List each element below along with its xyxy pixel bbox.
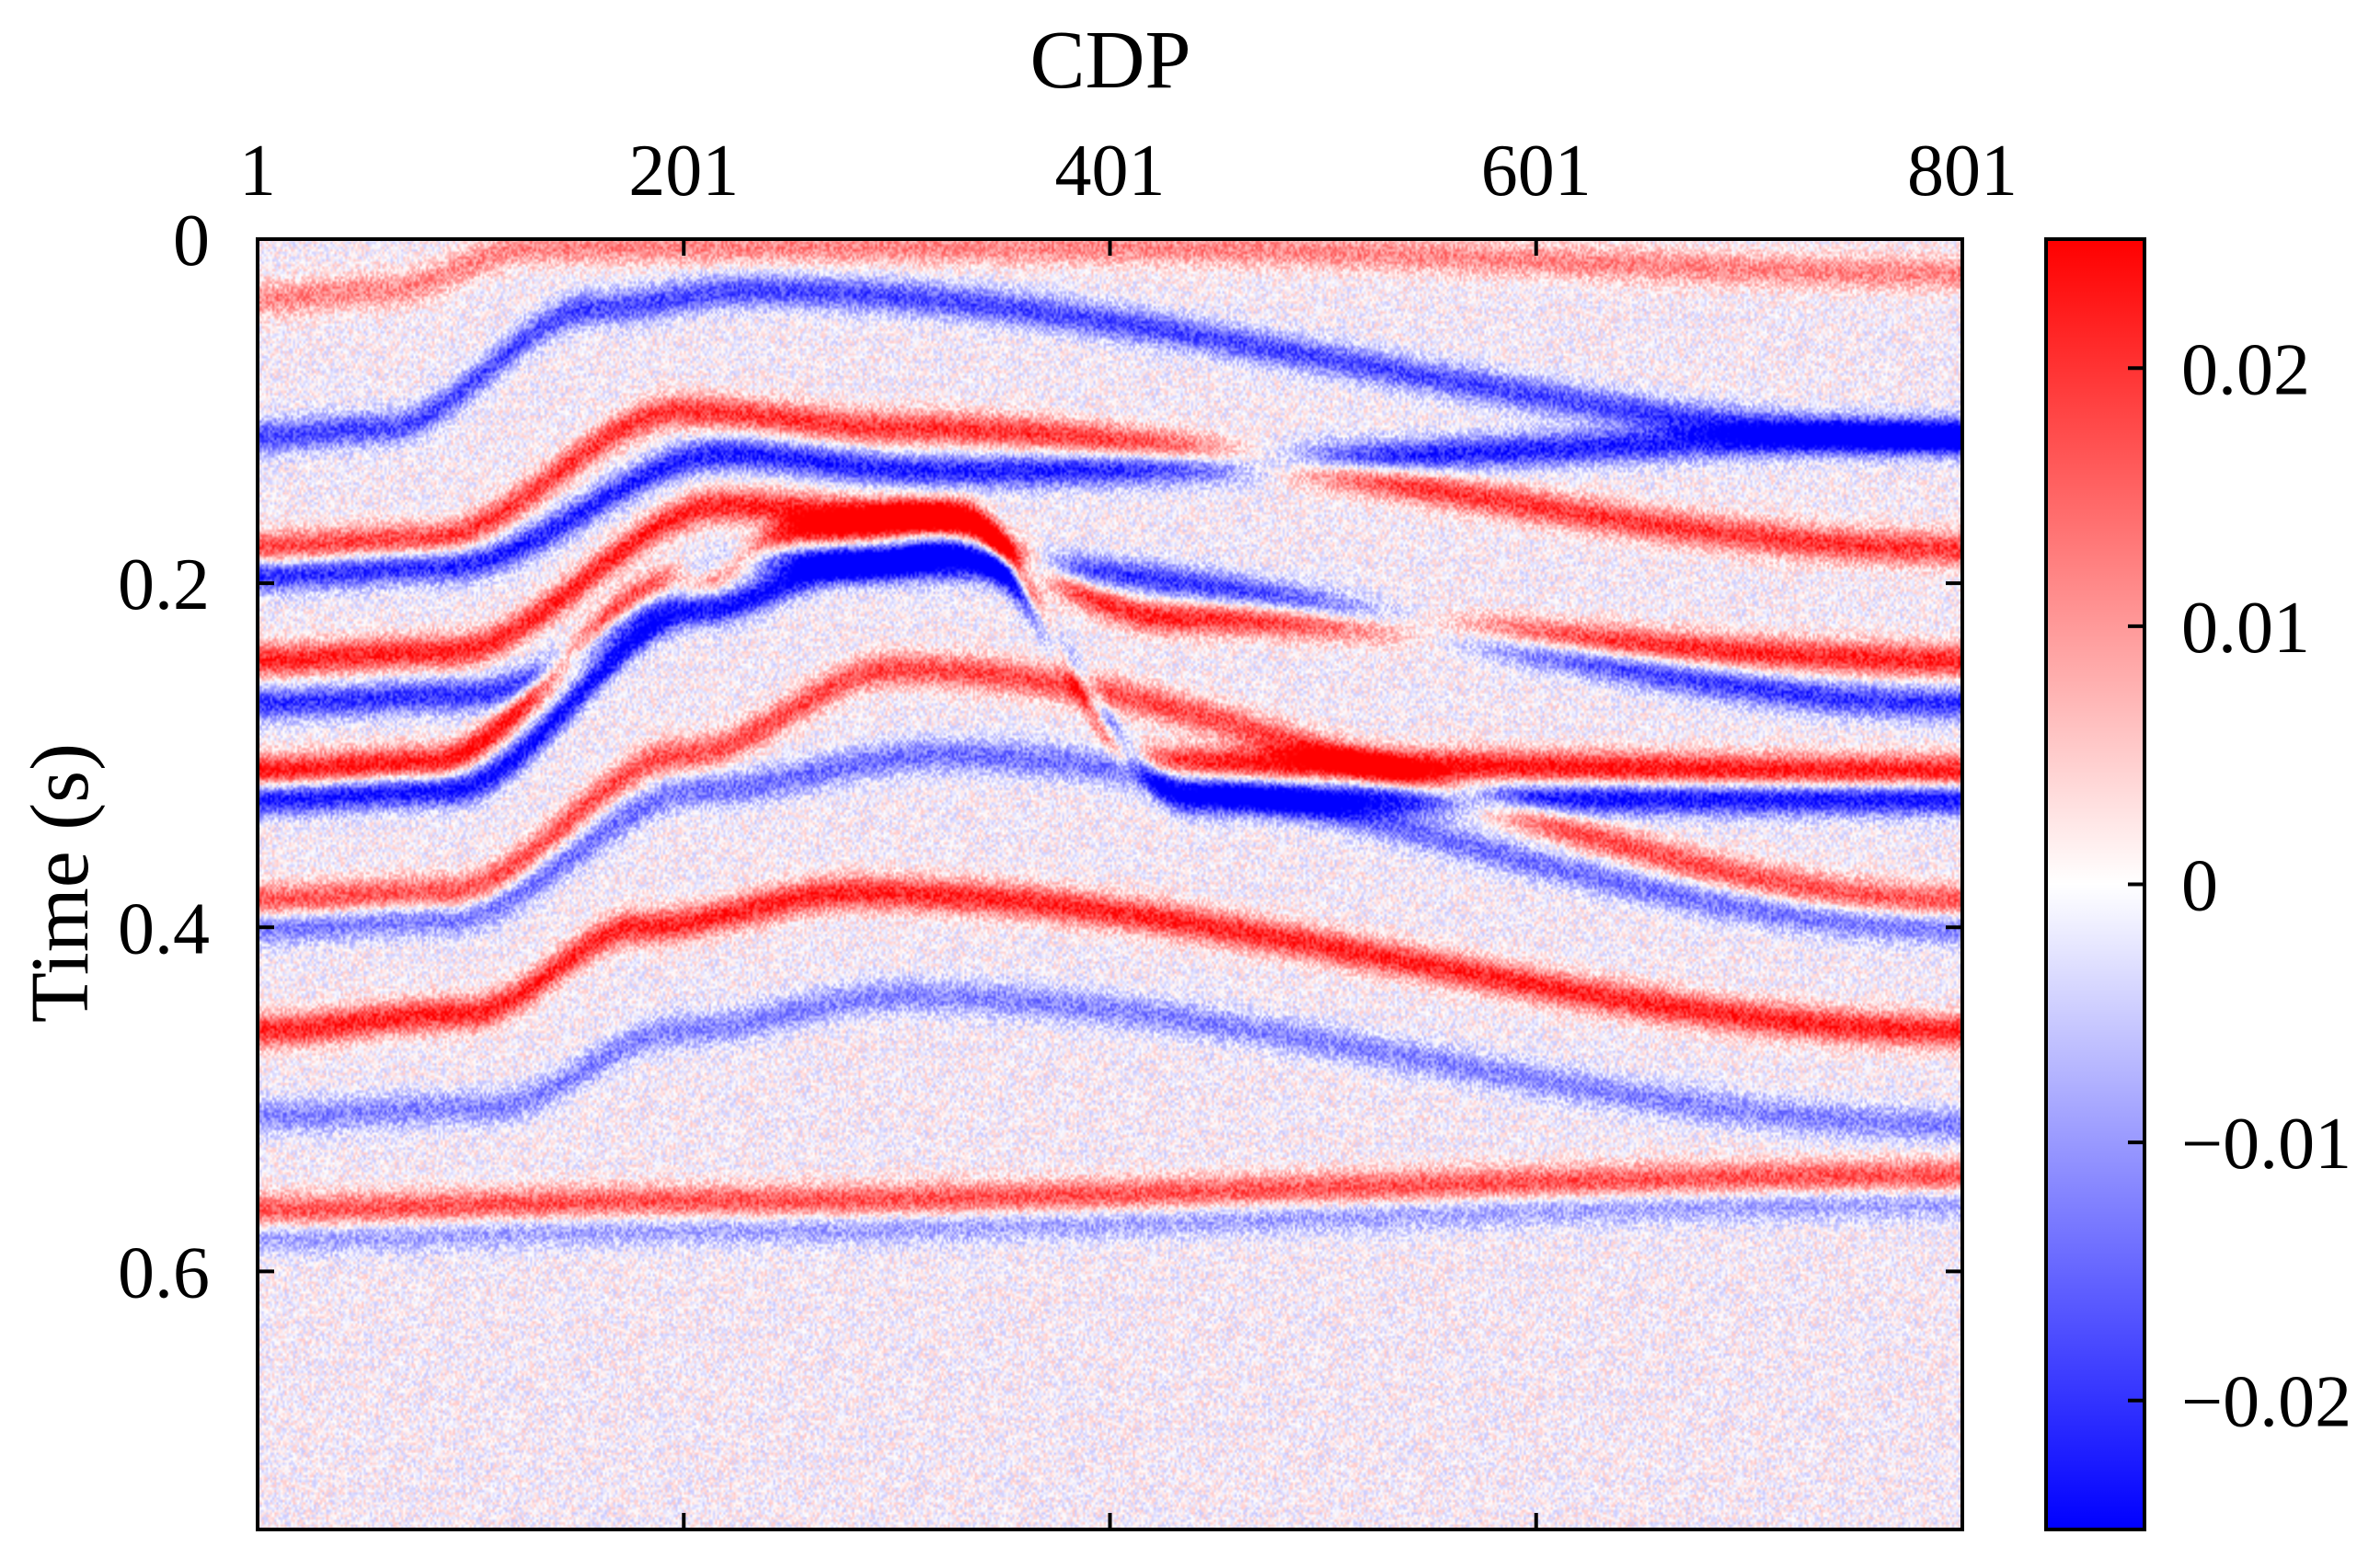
x-tick-label: 601 (1481, 131, 1592, 212)
colorbar-ticks: 0.02 0.01 0 −0.01 −0.02 (2128, 329, 2351, 1443)
x-tick-label: 201 (628, 131, 739, 212)
x-tick-label: 801 (1907, 131, 2018, 212)
y-tick-label: 0.6 (118, 1232, 210, 1313)
colorbar-tick-label: −0.01 (2181, 1104, 2351, 1185)
colorbar-tick-label: 0 (2181, 846, 2218, 927)
seismic-image (258, 239, 1962, 1529)
x-axis-ticks: 1 201 401 601 801 (239, 131, 2018, 1529)
colorbar-tick-label: 0.02 (2181, 329, 2310, 410)
x-tick-label: 401 (1055, 131, 1166, 212)
colorbar-tick-label: −0.02 (2181, 1362, 2351, 1443)
x-tick-label: 1 (239, 131, 276, 212)
colorbar-tick-label: 0.01 (2181, 588, 2310, 669)
y-tick-label: 0 (173, 200, 210, 281)
y-tick-label: 0.2 (118, 544, 210, 625)
colorbar: 0.02 0.01 0 −0.01 −0.02 (2044, 237, 2351, 1531)
x-axis-title: CDP (1029, 15, 1190, 106)
seismic-heatmap (258, 239, 1962, 1529)
y-axis-title: Time (s) (15, 743, 106, 1023)
y-axis-ticks: 0 0.2 0.4 0.6 (118, 200, 1962, 1313)
y-tick-label: 0.4 (118, 888, 210, 969)
